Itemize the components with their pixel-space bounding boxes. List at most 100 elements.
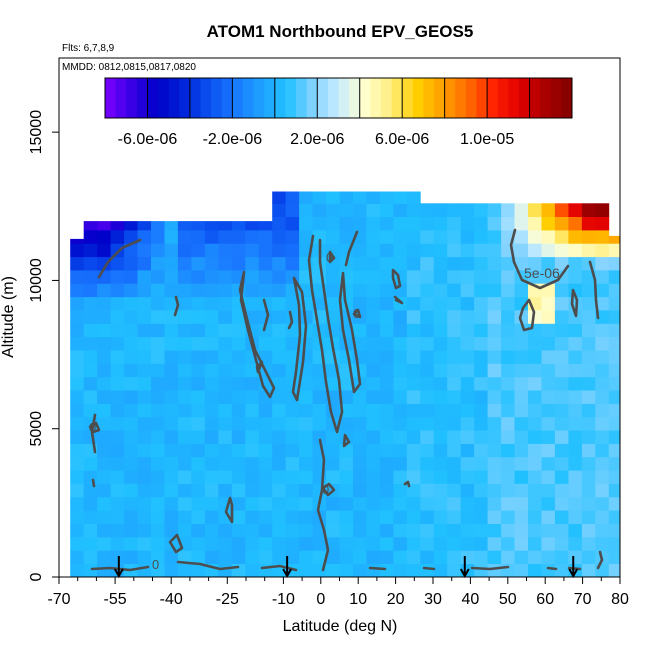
contour-label: 0 [89,420,96,435]
heat-cell [97,563,111,577]
heat-cell [83,470,98,484]
heat-cell [581,216,596,231]
heat-cell [218,376,233,391]
heat-cell [433,510,448,524]
heat-cell [554,430,569,444]
heat-cell [258,310,273,324]
heat-cell [326,430,340,444]
heat-cell [312,270,327,284]
heat-cell [353,323,367,338]
heat-cell [124,376,138,391]
heat-cell [420,323,435,338]
heat-cell [501,376,515,391]
heat-cell [285,537,300,551]
heat-cell [110,336,125,351]
heat-cell [70,336,85,351]
heat-cell [83,537,98,551]
heat-cell [231,443,246,458]
heat-cell [581,523,596,538]
heat-cell [110,283,125,298]
colorbar-swatch [476,78,488,118]
heat-cell [447,390,462,404]
heat-cell [460,336,475,351]
heat-cell [528,563,542,577]
heat-cell [568,336,583,351]
heat-cell [474,510,488,524]
heat-cell [97,323,111,338]
heat-cell [541,550,556,564]
heat-cell [447,537,462,551]
heat-cell [406,416,421,431]
heat-cell [554,550,569,564]
contour-line [518,298,536,332]
heat-cell [541,523,556,538]
heat-cell [581,443,596,458]
heat-cell [191,230,206,244]
heat-cell [541,510,556,524]
heat-cell [326,283,340,298]
heat-cell [312,403,327,418]
heat-cell [124,336,138,351]
contour-line [368,566,387,571]
heat-cell [137,336,152,351]
colorbar-swatch [200,78,212,118]
heat-cell [312,443,327,458]
x-tick-label: 60 [536,591,554,608]
heat-cell [245,310,260,324]
heat-cell [218,256,233,271]
heat-cell [97,221,111,231]
heat-cell [326,510,340,524]
heat-cell [460,243,475,258]
heat-cell [379,390,394,404]
heat-cell [379,256,394,271]
heat-cell [245,283,260,298]
heat-cell [460,523,475,538]
heat-cell [151,296,165,311]
heat-cell [151,283,165,298]
heat-cell [339,456,354,471]
heat-cell [70,310,85,324]
heat-cell [379,296,394,311]
heat-cell [366,350,381,364]
heat-cell [501,523,515,538]
colorbar-swatch [242,78,255,118]
heat-cell [366,443,381,458]
heat-cell [541,443,556,458]
heat-cell [231,523,246,538]
heat-cell [487,310,502,324]
heat-cell [151,336,165,351]
heat-cell [245,563,260,577]
colorbar-tick-label: -2.0e-06 [203,131,263,148]
heat-cell [70,363,85,378]
heat-cell [554,336,569,351]
contour-line [588,260,600,320]
heat-cell [312,216,327,231]
heat-cell [191,270,206,284]
heat-cell [447,510,462,524]
heat-cell [83,563,98,577]
heat-cell [514,390,529,404]
heat-cell [406,390,421,404]
colorbar-swatch [274,78,286,118]
heat-cell [83,350,98,364]
heat-cell [110,550,125,564]
heat-cell [433,350,448,364]
heat-cell [245,403,260,418]
contour-line [91,478,96,488]
heat-cell [393,230,408,244]
contour-line [224,496,234,524]
heat-cell [124,443,138,458]
heat-cell [245,443,260,458]
heat-cell [124,296,138,311]
heat-cell [191,443,206,458]
heat-cell [595,443,610,458]
contour-label: 0 [353,306,360,321]
heat-cell [379,403,394,418]
heat-cell [379,510,394,524]
heat-cell [204,323,219,338]
heat-cell [191,537,206,551]
heat-cell [366,296,381,311]
heat-cell [406,510,421,524]
heat-cell [433,496,448,511]
heat-cell [447,456,462,471]
